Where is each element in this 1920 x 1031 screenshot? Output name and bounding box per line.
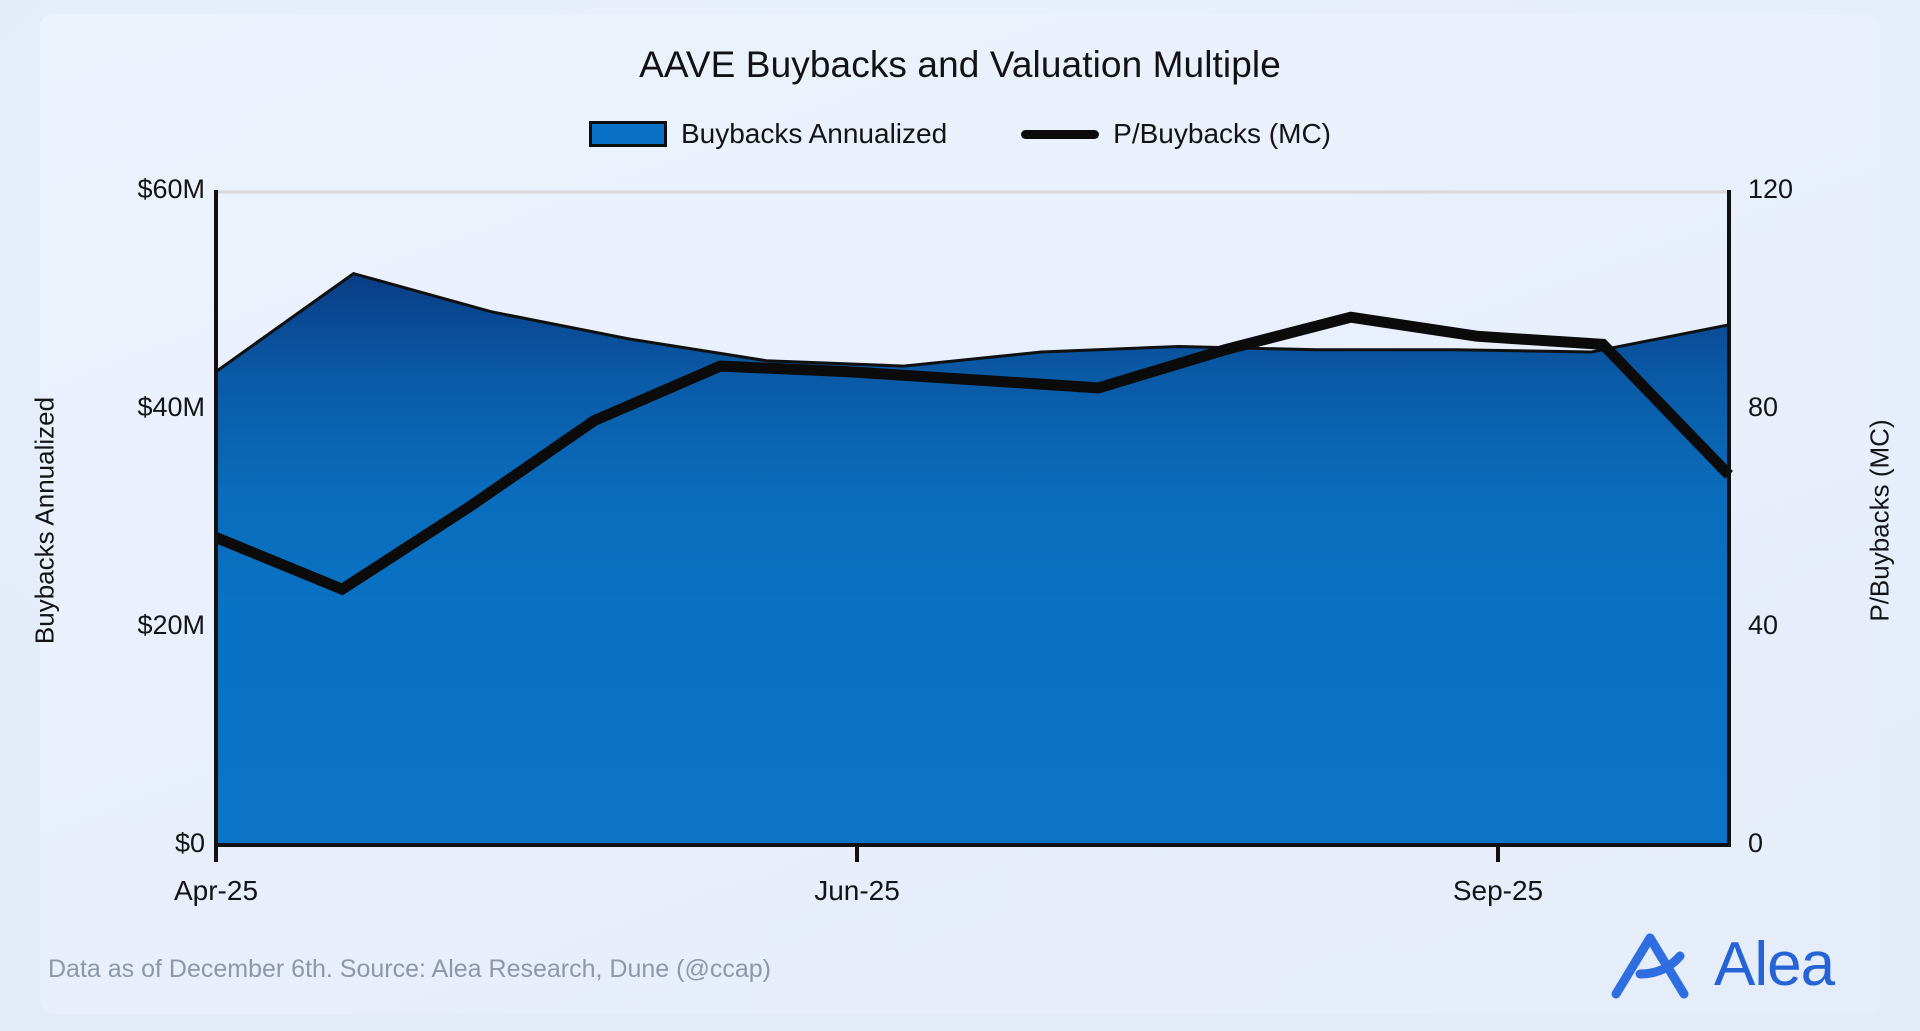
brand-logo[interactable]: Alea [1610,930,1835,1000]
y-axis-title-right: P/Buybacks (MC) [1864,419,1895,622]
x-tick-label-apr-25: Apr-25 [173,875,259,906]
y-tick-label-60m: $60M [137,174,205,204]
footer-source-note: Data as of December 6th. Source: Alea Re… [48,955,771,983]
legend-label-buybacks-annualized: Buybacks Annualized [680,118,948,149]
line-swatch-icon [1021,129,1100,139]
page-title: AAVE Buybacks and Valuation Multiple [639,44,1281,85]
y-tick-label-0: $0 [174,828,205,858]
y2-tick-label-0: 0 [1748,828,1764,858]
area-swatch-icon [588,121,667,147]
x-tick-label-jun-25: Jun-25 [814,875,900,906]
y2-tick-label-40: 40 [1748,610,1779,640]
y2-tick-label-80: 80 [1748,392,1779,422]
y-tick-label-20m: $20M [137,610,205,640]
legend-item-buybacks-annualized[interactable]: Buybacks Annualized [588,118,948,150]
chart-legend: Buybacks Annualized P/Buybacks (MC) [0,118,1920,150]
y2-tick-label-120: 120 [1748,174,1794,204]
series-area-buybacks-annualized [214,271,1731,847]
legend-item-p-buybacks[interactable]: P/Buybacks (MC) [1021,118,1331,150]
alea-logo-icon [1611,933,1689,999]
y-tick-label-40m: $40M [137,392,205,422]
x-tick-label-sep-25: Sep-25 [1452,875,1544,906]
brand-name: Alea [1714,930,1835,999]
legend-label-p-buybacks: P/Buybacks (MC) [1113,118,1331,149]
y-axis-title-left: Buybacks Annualized [29,396,60,645]
series-line-p-buybacks [213,311,1733,596]
